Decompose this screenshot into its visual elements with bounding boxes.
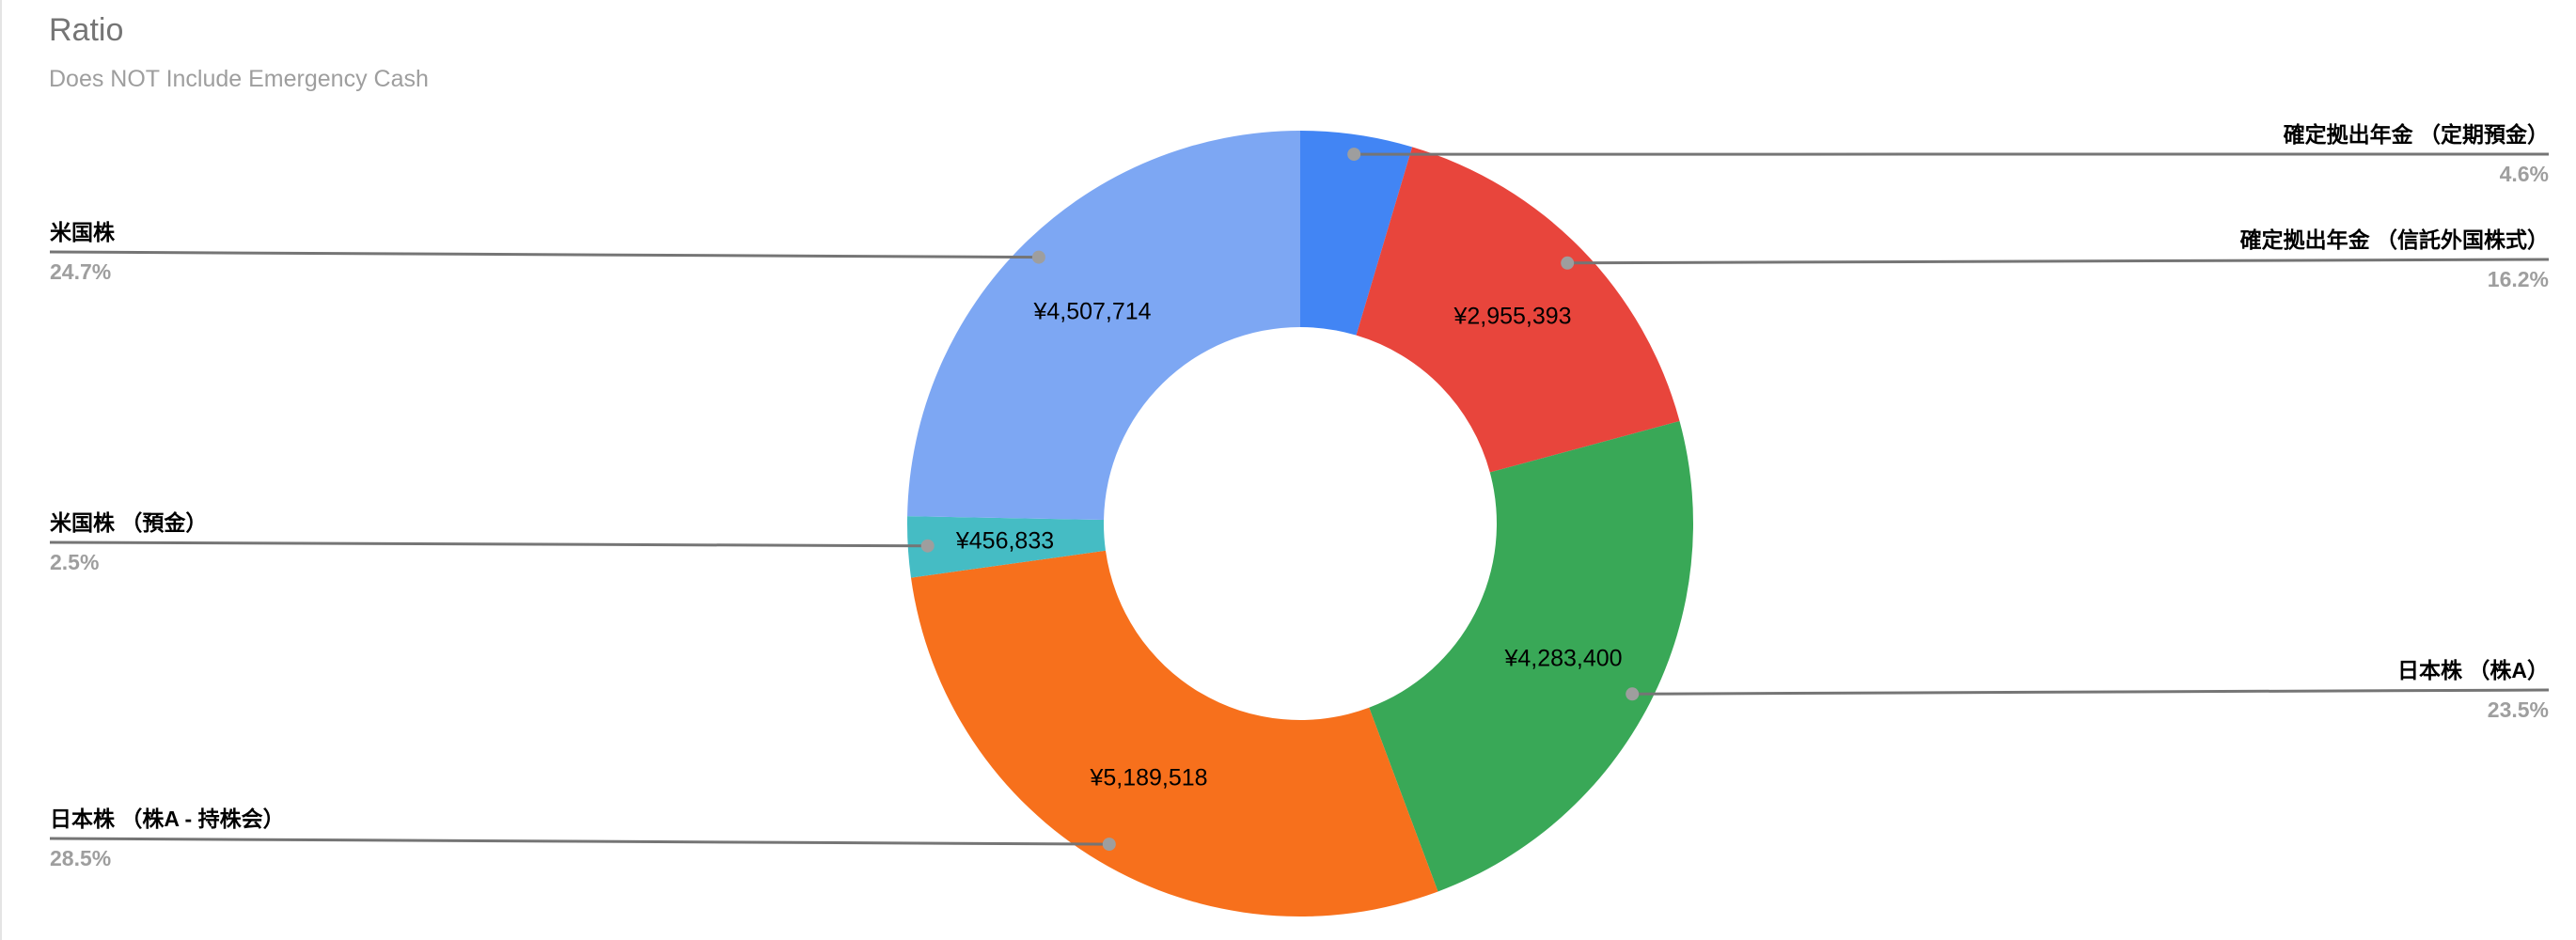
anchor-dot-dc-pension-foreign-equity-trust	[1561, 256, 1575, 270]
callout-label: 確定拠出年金 （信託外国株式）	[2239, 227, 2549, 252]
leader-line-jp-stock-a	[1632, 688, 2550, 696]
anchor-dot-us-stock	[1031, 250, 1045, 264]
callout-percent: 2.5%	[50, 550, 100, 574]
chart-subtitle: Does NOT Include Emergency Cash	[49, 66, 429, 92]
anchor-dot-dc-pension-time-deposit	[1347, 148, 1361, 162]
chart-title: Ratio	[49, 12, 124, 48]
sheet-gridline	[0, 0, 2, 940]
leader-line-dc-pension-foreign-equity-trust	[1567, 258, 2550, 265]
donut-slice-jp-stock-a-esop[interactable]	[910, 550, 1438, 916]
callout-percent: 28.5%	[50, 846, 112, 870]
anchor-dot-us-stock-cash	[920, 539, 935, 553]
callout-label: 米国株	[50, 220, 115, 244]
callout-percent: 23.5%	[2487, 697, 2549, 722]
callout-label: 日本株 （株A - 持株会）	[50, 807, 285, 831]
leader-line-us-stock-cash	[49, 540, 928, 548]
donut-slice-us-stock[interactable]	[907, 131, 1300, 521]
leader-line-jp-stock-a-esop	[49, 837, 1109, 846]
callout-percent: 16.2%	[2487, 267, 2549, 291]
callout-label: 確定拠出年金 （定期預金）	[2283, 122, 2549, 147]
callout-percent: 4.6%	[2499, 162, 2549, 186]
callout-label: 米国株 （預金）	[50, 510, 208, 535]
donut-slice-dc-pension-time-deposit[interactable]	[1300, 131, 1413, 336]
anchor-dot-jp-stock-a	[1626, 687, 1640, 701]
callout-label: 日本株 （株A）	[2397, 658, 2549, 682]
leader-line-us-stock	[49, 250, 1039, 259]
donut-slice-dc-pension-foreign-equity-trust[interactable]	[1356, 147, 1680, 473]
donut-slice-us-stock-cash[interactable]	[906, 516, 1106, 578]
donut-slice-jp-stock-a[interactable]	[1369, 420, 1694, 892]
callout-percent: 24.7%	[50, 259, 112, 284]
anchor-dot-jp-stock-a-esop	[1102, 838, 1116, 852]
